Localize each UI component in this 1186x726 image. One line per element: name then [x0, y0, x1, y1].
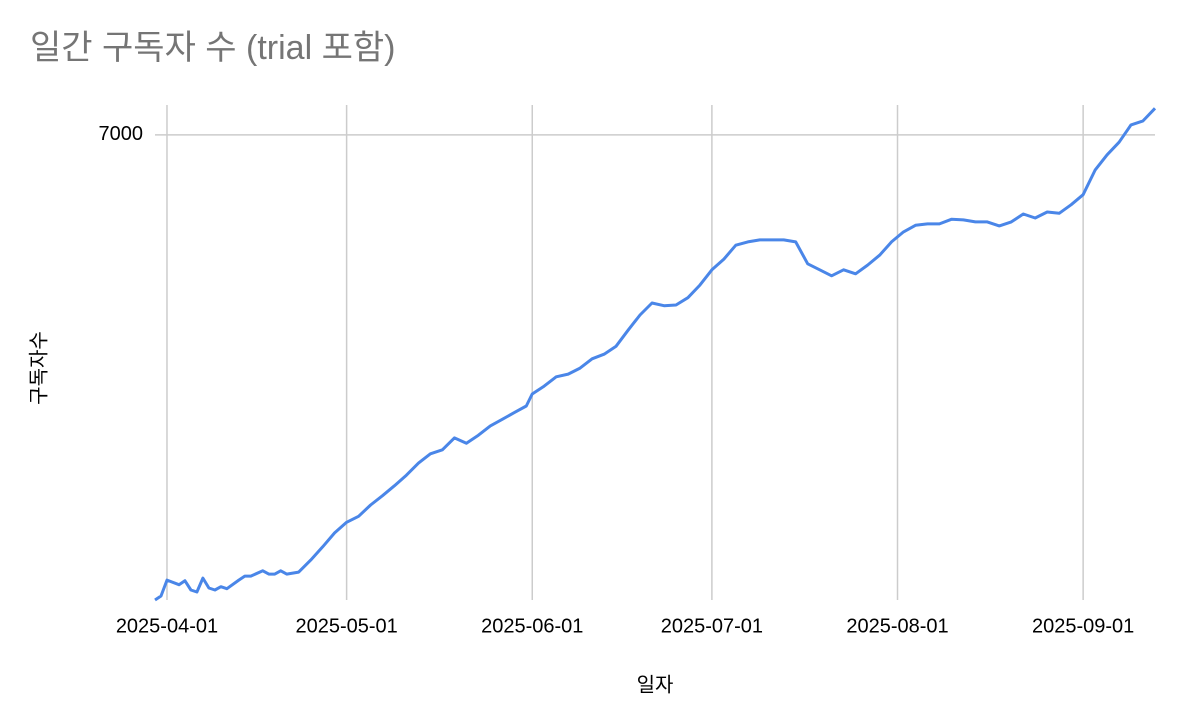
data-line	[154, 107, 1157, 602]
x-tick-label: 2025-06-01	[481, 615, 583, 637]
x-tick-label: 2025-04-01	[116, 615, 218, 637]
y-tick-label: 7000	[99, 123, 144, 145]
x-axis-label: 일자	[637, 673, 674, 696]
x-tick-label: 2025-07-01	[661, 615, 763, 637]
chart-title: 일간 구독자 수 (trial 포함)	[30, 29, 395, 67]
y-axis-label: 구독자수	[27, 331, 50, 405]
x-tick-label: 2025-09-01	[1032, 615, 1134, 637]
x-tick-label: 2025-08-01	[846, 615, 948, 637]
x-tick-label: 2025-05-01	[295, 615, 397, 637]
